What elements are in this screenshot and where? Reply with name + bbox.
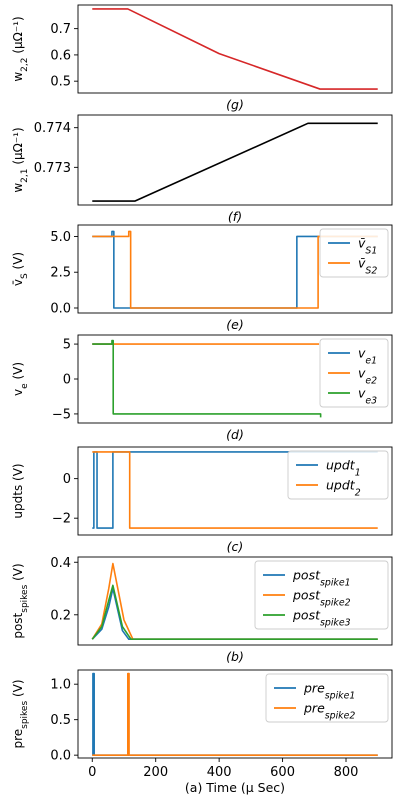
y-tick-label: −5 bbox=[52, 407, 71, 422]
y-axis-label: w2,2 (μΩ⁻¹) bbox=[11, 16, 30, 81]
legend-entry: postspike2 bbox=[292, 588, 351, 609]
plot-frame bbox=[77, 224, 393, 314]
panel-7: 1.0 0.5 0.0 0 200 400 600 800 prespikes (V) (a) T… bbox=[11, 669, 393, 795]
panel-caption: (f) bbox=[228, 209, 242, 224]
y-tick-label: 0.774 bbox=[34, 121, 71, 136]
y-tick-label: −2 bbox=[52, 512, 71, 527]
y-axis-label: w2,1 (μΩ⁻¹) bbox=[11, 127, 30, 192]
panel-1: 0.7 0.6 0.5 w2,2 (μΩ⁻¹) (g) bbox=[11, 4, 393, 112]
panel-caption: (d) bbox=[226, 427, 244, 442]
y-tick-label: 0.5 bbox=[50, 713, 71, 728]
series-line-1 bbox=[92, 451, 378, 529]
x-tick-label: 400 bbox=[207, 765, 232, 780]
series-line-2 bbox=[92, 230, 378, 309]
y-axis-label: updts (V) bbox=[11, 463, 25, 518]
y-tick-label: 5 bbox=[63, 338, 71, 353]
legend-entry: postspike1 bbox=[292, 568, 351, 589]
plot-frame bbox=[77, 446, 393, 536]
y-tick-label: 1.0 bbox=[50, 678, 71, 693]
y-tick-label: 0.0 bbox=[50, 749, 71, 764]
y-tick-label: 0.7 bbox=[50, 22, 71, 37]
plot-frame bbox=[77, 4, 393, 94]
panel-3: 5.0 2.5 0.0 v̄S (V) (e) v̄S1v̄S2 bbox=[11, 224, 393, 332]
x-tick-label: 0 bbox=[88, 765, 96, 780]
legend-entry: v̄S1 bbox=[358, 236, 377, 257]
legend-entry: postspike3 bbox=[292, 608, 351, 629]
panel-caption: (c) bbox=[227, 539, 244, 554]
y-tick-label: 0.4 bbox=[50, 556, 71, 571]
y-tick-label: 0 bbox=[63, 373, 71, 388]
y-axis-label: prespikes (V) bbox=[11, 679, 30, 748]
plot-frame bbox=[77, 114, 393, 206]
series-line-1 bbox=[92, 122, 378, 202]
panel-caption: (a) Time (μ Sec) bbox=[185, 780, 285, 795]
plot-frame bbox=[77, 556, 393, 646]
y-tick-label: 2.5 bbox=[50, 266, 71, 281]
y-tick-label: 0.6 bbox=[50, 48, 71, 63]
y-tick-label: 0.5 bbox=[50, 75, 71, 90]
panel-caption: (g) bbox=[226, 97, 244, 112]
y-tick-label: 0 bbox=[63, 472, 71, 487]
plot-frame bbox=[77, 669, 393, 759]
panel-caption: (e) bbox=[226, 317, 243, 332]
y-axis-label: postspikes (V) bbox=[11, 563, 30, 638]
legend-entry: prespike1 bbox=[303, 681, 355, 702]
legend-entry: v̄S2 bbox=[358, 256, 377, 277]
series-line-2 bbox=[92, 672, 378, 756]
legend-entry: prespike2 bbox=[303, 701, 355, 722]
y-tick-label: 5.0 bbox=[50, 230, 71, 245]
series-line-1 bbox=[92, 230, 378, 309]
y-tick-label: 0.2 bbox=[50, 608, 71, 623]
x-tick-label: 600 bbox=[270, 765, 295, 780]
x-tick-label: 200 bbox=[143, 765, 168, 780]
legend-entry: updt1 bbox=[326, 458, 361, 479]
series-line-1 bbox=[92, 8, 378, 90]
y-tick-label: 0.0 bbox=[50, 301, 71, 316]
legend-entry: ve2 bbox=[358, 366, 377, 387]
panel-caption: (b) bbox=[226, 649, 244, 664]
legend: v̄S1v̄S2 bbox=[319, 228, 389, 278]
series-line-3 bbox=[92, 339, 322, 418]
y-tick-label: 0.773 bbox=[34, 161, 71, 176]
legend-entry: updt2 bbox=[326, 478, 361, 499]
series-line-3 bbox=[91, 584, 378, 641]
y-axis-label: ve (V) bbox=[11, 362, 30, 396]
series-line-2 bbox=[92, 451, 378, 529]
legend-entry: ve1 bbox=[358, 346, 377, 367]
x-tick-label: 800 bbox=[334, 765, 359, 780]
y-axis-label: v̄S (V) bbox=[11, 252, 30, 286]
panel-2: 0.774 0.773 w2,1 (μΩ⁻¹) (f) bbox=[11, 114, 393, 224]
legend-entry: ve3 bbox=[358, 386, 377, 407]
